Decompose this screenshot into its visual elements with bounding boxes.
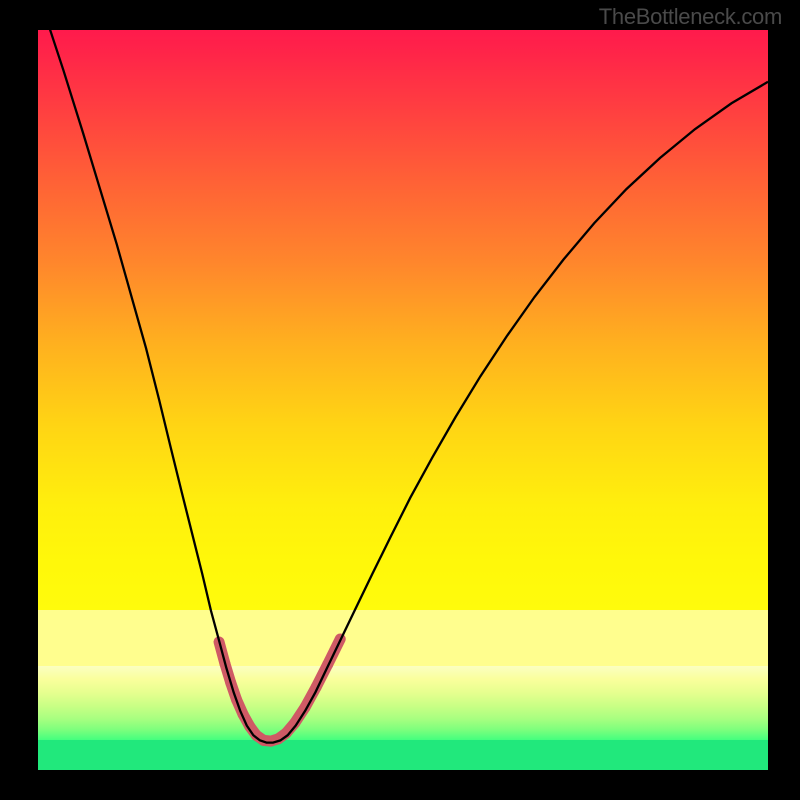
curve-layer [38, 30, 768, 770]
bottleneck-curve [45, 15, 768, 742]
marker-group [219, 639, 340, 741]
plot-area [38, 30, 768, 770]
watermark-text: TheBottleneck.com [599, 4, 782, 30]
